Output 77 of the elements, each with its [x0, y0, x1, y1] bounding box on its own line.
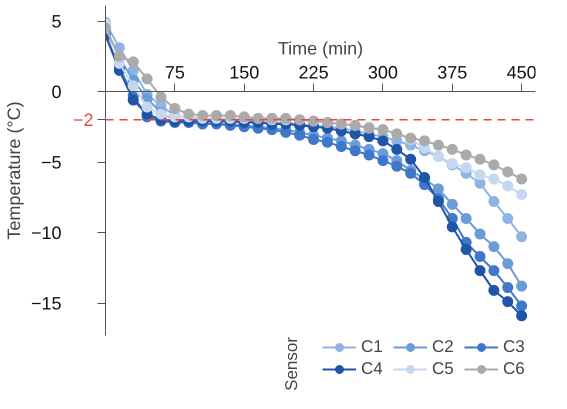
y-tick-label: 5 [51, 12, 62, 32]
point [142, 73, 153, 84]
point [364, 149, 375, 160]
y-axis-title: Temperature (°C) [4, 101, 24, 240]
point [488, 284, 500, 296]
legend-label: C3 [503, 337, 526, 357]
point [405, 168, 416, 179]
point [474, 265, 486, 276]
point [128, 80, 139, 92]
point [142, 102, 153, 113]
point [210, 110, 222, 121]
point [460, 149, 472, 160]
point [377, 155, 388, 166]
point [460, 244, 472, 255]
point [446, 144, 458, 155]
y-tick-label: 0 [51, 82, 62, 102]
point [155, 92, 166, 103]
point [474, 169, 486, 180]
point [308, 134, 320, 145]
point [488, 265, 500, 276]
point [224, 110, 236, 121]
point [502, 212, 514, 224]
x-tick-label: 150 [229, 62, 260, 83]
point [516, 280, 528, 292]
y-tick-label: −10 [30, 223, 62, 244]
legend-label: C2 [432, 337, 455, 357]
point [169, 102, 180, 114]
point [350, 145, 361, 156]
point [488, 173, 500, 184]
point [405, 154, 416, 165]
point [419, 135, 430, 146]
point [474, 251, 486, 262]
legend-label: C4 [361, 359, 384, 379]
point [502, 180, 514, 192]
point [474, 228, 486, 240]
point [432, 183, 444, 194]
point [432, 140, 444, 151]
point [460, 162, 472, 174]
legend-label: C5 [432, 359, 455, 379]
point [197, 110, 208, 121]
point [516, 173, 528, 184]
point [460, 212, 472, 224]
point [516, 310, 528, 322]
point [474, 154, 486, 165]
point [183, 108, 194, 120]
point [391, 160, 402, 172]
point [377, 135, 388, 146]
point [294, 130, 306, 141]
point [488, 196, 500, 208]
point [502, 296, 514, 308]
point [516, 231, 528, 242]
legend-label: C6 [503, 359, 526, 379]
point [488, 159, 500, 170]
ref-line-label: −2 [72, 110, 94, 130]
x-tick-label: 75 [164, 62, 185, 83]
x-tick-label: 375 [437, 62, 468, 83]
point [502, 258, 514, 270]
point [502, 282, 514, 294]
point [432, 196, 444, 208]
x-tick-label: 225 [298, 62, 329, 83]
point [128, 56, 139, 68]
point [502, 166, 514, 178]
y-tick-label: −15 [30, 294, 62, 314]
point [446, 198, 458, 210]
point [391, 144, 402, 155]
point [128, 94, 139, 106]
x-axis-title: Time (min) [278, 38, 364, 58]
y-tick-label: −5 [40, 152, 62, 173]
point [516, 300, 528, 312]
point [336, 141, 347, 152]
legend-label: C1 [361, 337, 384, 357]
point [446, 221, 458, 232]
point [322, 136, 333, 148]
point [488, 241, 500, 252]
point [516, 188, 528, 200]
legend-title: Sensor [282, 337, 302, 391]
x-tick-label: 300 [368, 62, 398, 83]
